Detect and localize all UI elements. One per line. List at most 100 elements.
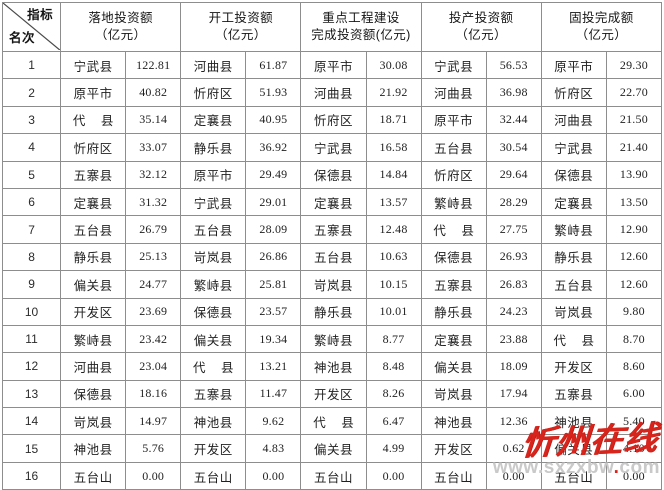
region-name-cell-production-investment: 偏关县 bbox=[420, 352, 487, 381]
region-name-cell-production-investment: 河曲县 bbox=[420, 78, 487, 107]
region-name-cell-key-project-investment: 神池县 bbox=[300, 352, 367, 381]
region-name-cell-started-investment: 五台山 bbox=[180, 461, 247, 490]
table-row: 1 宁武县 122.81 河曲县 61.87 原平市 30.08 宁武县 56.53 原平市 29.… bbox=[1, 50, 663, 80]
region-name-cell-fixed-asset-investment: 五寨县 bbox=[540, 379, 607, 409]
value-cell-production-investment: 24.23 bbox=[485, 297, 542, 326]
region-name-cell-started-investment: 保德县 bbox=[180, 297, 247, 326]
table-row: 16 五台山 0.00 五台山 0.00 五台山 0.00 五台山 0.00 五台山 0.00 bbox=[1, 461, 663, 490]
value-cell-landed-investment: 35.14 bbox=[125, 105, 182, 135]
value-cell-fixed-asset-investment: 21.40 bbox=[605, 133, 663, 162]
value-cell-key-project-investment: 6.47 bbox=[365, 407, 422, 436]
region-name-cell-started-investment: 忻府区 bbox=[180, 78, 247, 107]
region-name-cell-fixed-asset-investment: 繁峙县 bbox=[540, 215, 607, 244]
value-cell-fixed-asset-investment: 8.70 bbox=[605, 324, 663, 354]
value-cell-key-project-investment: 13.57 bbox=[365, 187, 422, 217]
value-cell-fixed-asset-investment: 4.10 bbox=[605, 434, 663, 463]
region-name-cell-started-investment: 宁武县 bbox=[180, 187, 247, 217]
region-name-cell-landed-investment: 偏关县 bbox=[60, 270, 127, 299]
region-name-cell-production-investment: 保德县 bbox=[420, 242, 487, 272]
rank-cell: 3 bbox=[1, 105, 62, 135]
table-row: 9 偏关县 24.77 繁峙县 25.81 岢岚县 10.15 五寨县 26.83 五台县 12.6… bbox=[1, 270, 663, 299]
region-name-cell-key-project-investment: 开发区 bbox=[300, 379, 367, 409]
region-name-cell-landed-investment: 五台山 bbox=[60, 461, 127, 490]
region-name-cell-production-investment: 宁武县 bbox=[420, 50, 487, 80]
region-name-cell-landed-investment: 河曲县 bbox=[60, 352, 127, 381]
region-name-cell-started-investment: 原平市 bbox=[180, 160, 247, 189]
table-row: 5 五寨县 32.12 原平市 29.49 保德县 14.84 忻府区 29.64 保德县 13.9… bbox=[1, 160, 663, 189]
value-cell-started-investment: 0.00 bbox=[245, 461, 302, 490]
value-cell-started-investment: 29.49 bbox=[245, 160, 302, 189]
table-row: 6 定襄县 31.32 宁武县 29.01 定襄县 13.57 繁峙县 28.29 定襄县 13.5… bbox=[1, 187, 663, 217]
value-cell-key-project-investment: 10.01 bbox=[365, 297, 422, 326]
region-name-cell-landed-investment: 代 县 bbox=[60, 105, 127, 135]
rank-cell: 14 bbox=[1, 407, 62, 436]
value-cell-started-investment: 23.57 bbox=[245, 297, 302, 326]
value-cell-started-investment: 25.81 bbox=[245, 270, 302, 299]
value-cell-production-investment: 26.93 bbox=[485, 242, 542, 272]
group-title-line1: 固投完成额 bbox=[569, 11, 634, 26]
region-name-cell-key-project-investment: 五台县 bbox=[300, 242, 367, 272]
rank-cell: 11 bbox=[1, 324, 62, 354]
region-name-cell-started-investment: 神池县 bbox=[180, 407, 247, 436]
value-cell-started-investment: 40.95 bbox=[245, 105, 302, 135]
region-name-cell-started-investment: 开发区 bbox=[180, 434, 247, 463]
region-name-cell-started-investment: 五寨县 bbox=[180, 379, 247, 409]
value-cell-landed-investment: 23.42 bbox=[125, 324, 182, 354]
value-cell-fixed-asset-investment: 29.30 bbox=[605, 50, 663, 80]
region-name-cell-key-project-investment: 忻府区 bbox=[300, 105, 367, 135]
table-row: 12 河曲县 23.04 代 县 13.21 神池县 8.48 偏关县 18.09 开发区 8.60 bbox=[1, 352, 663, 381]
value-cell-fixed-asset-investment: 5.40 bbox=[605, 407, 663, 436]
corner-rank-label: 名次 bbox=[9, 31, 36, 46]
column-group-production-investment: 投产投资额 （亿元） bbox=[420, 2, 542, 52]
table-row: 15 神池县 5.76 开发区 4.83 偏关县 4.99 开发区 0.62 偏关县 4.10 bbox=[1, 434, 663, 463]
value-cell-landed-investment: 0.00 bbox=[125, 461, 182, 490]
region-name-cell-landed-investment: 静乐县 bbox=[60, 242, 127, 272]
region-name-cell-started-investment: 繁峙县 bbox=[180, 270, 247, 299]
value-cell-production-investment: 0.62 bbox=[485, 434, 542, 463]
region-name-cell-key-project-investment: 五台山 bbox=[300, 461, 367, 490]
region-name-cell-landed-investment: 五台县 bbox=[60, 215, 127, 244]
value-cell-started-investment: 51.93 bbox=[245, 78, 302, 107]
region-name-cell-fixed-asset-investment: 静乐县 bbox=[540, 242, 607, 272]
value-cell-key-project-investment: 14.84 bbox=[365, 160, 422, 189]
rank-cell: 13 bbox=[1, 379, 62, 409]
rank-cell: 1 bbox=[1, 50, 62, 80]
region-name-cell-fixed-asset-investment: 五台县 bbox=[540, 270, 607, 299]
value-cell-production-investment: 28.29 bbox=[485, 187, 542, 217]
region-name-cell-fixed-asset-investment: 保德县 bbox=[540, 160, 607, 189]
region-name-cell-key-project-investment: 静乐县 bbox=[300, 297, 367, 326]
column-group-fixed-asset-investment: 固投完成额 （亿元） bbox=[540, 2, 663, 52]
region-name-cell-started-investment: 五台县 bbox=[180, 215, 247, 244]
region-name-cell-key-project-investment: 河曲县 bbox=[300, 78, 367, 107]
value-cell-production-investment: 56.53 bbox=[485, 50, 542, 80]
value-cell-production-investment: 12.36 bbox=[485, 407, 542, 436]
value-cell-started-investment: 13.21 bbox=[245, 352, 302, 381]
value-cell-started-investment: 26.86 bbox=[245, 242, 302, 272]
value-cell-landed-investment: 25.13 bbox=[125, 242, 182, 272]
value-cell-production-investment: 26.83 bbox=[485, 270, 542, 299]
group-unit-line2: （亿元） bbox=[575, 28, 628, 42]
rank-cell: 4 bbox=[1, 133, 62, 162]
region-name-cell-production-investment: 五寨县 bbox=[420, 270, 487, 299]
value-cell-fixed-asset-investment: 21.50 bbox=[605, 105, 663, 135]
region-name-cell-production-investment: 定襄县 bbox=[420, 324, 487, 354]
corner-header-cell: 指标 名次 bbox=[1, 2, 62, 52]
region-name-cell-fixed-asset-investment: 偏关县 bbox=[540, 434, 607, 463]
region-name-cell-production-investment: 五台山 bbox=[420, 461, 487, 490]
region-name-cell-key-project-investment: 保德县 bbox=[300, 160, 367, 189]
value-cell-production-investment: 36.98 bbox=[485, 78, 542, 107]
region-name-cell-production-investment: 静乐县 bbox=[420, 297, 487, 326]
region-name-cell-started-investment: 静乐县 bbox=[180, 133, 247, 162]
value-cell-landed-investment: 23.04 bbox=[125, 352, 182, 381]
value-cell-production-investment: 0.00 bbox=[485, 461, 542, 490]
value-cell-fixed-asset-investment: 13.50 bbox=[605, 187, 663, 217]
group-title-line1: 投产投资额 bbox=[448, 11, 514, 26]
corner-metric-label: 指标 bbox=[27, 8, 54, 22]
value-cell-fixed-asset-investment: 22.70 bbox=[605, 78, 663, 107]
value-cell-landed-investment: 24.77 bbox=[125, 270, 182, 299]
region-name-cell-landed-investment: 忻府区 bbox=[60, 133, 127, 162]
value-cell-key-project-investment: 21.92 bbox=[365, 78, 422, 107]
value-cell-production-investment: 32.44 bbox=[485, 105, 542, 135]
